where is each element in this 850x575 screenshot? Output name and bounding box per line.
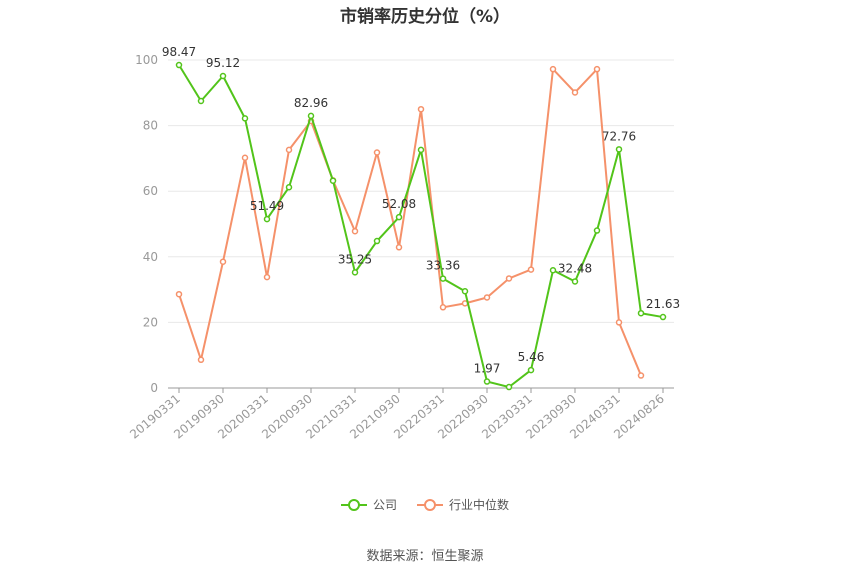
data-point-company [549,266,557,274]
data-point-industry [263,273,271,281]
data-label-company: 51.49 [250,199,284,213]
data-labels: 98.47 95.12 51.49 82.96 35.25 52.08 33.36 1.97 5… [162,45,680,376]
data-point-industry [197,356,205,364]
data-point-company [307,112,315,120]
data-point-industry [637,372,645,379]
legend-item-industry[interactable]: 行业中位数 [417,496,509,513]
legend-company-marker [340,498,367,511]
data-point-industry [483,294,491,301]
data-label-company: 5.46 [518,350,545,364]
data-point-company [219,72,227,80]
data-point-company [395,213,403,221]
legend-company-label: 公司 [372,498,397,512]
data-point-company [329,177,337,184]
data-label-company: 52.08 [382,197,416,211]
data-point-industry [549,65,557,73]
data-label-company: 35.25 [338,252,372,266]
data-label-company: 32.48 [558,261,592,275]
data-point-industry [373,149,381,156]
legend-industry-marker [417,498,443,511]
data-point-industry [219,258,227,265]
data-point-company [417,146,425,154]
data-point-company [527,366,535,374]
series-line-industry [178,68,642,376]
data-point-company [439,275,447,282]
data-point-company [263,215,271,223]
data-point-company [197,97,205,105]
y-tick-label: 0 [150,381,158,395]
data-source: 数据来源：恒生聚源 [366,549,484,564]
data-label-company: 98.47 [162,45,196,59]
series-layer [175,61,667,391]
line-chart: 0204060801002019033120190930202003312020… [127,45,680,442]
data-point-company [461,287,469,295]
data-point-company [615,146,623,153]
data-point-industry [571,89,579,96]
data-label-company: 82.96 [294,96,328,110]
legend: 公司 行业中位数 [0,496,850,513]
data-point-company [175,61,183,69]
legend-item-company[interactable]: 公司 [340,496,397,513]
data-point-industry [241,154,249,161]
data-point-company [373,237,381,245]
data-point-industry [395,244,403,251]
data-label-company: 1.97 [474,362,501,376]
data-point-industry [593,65,601,73]
data-point-company [593,227,601,234]
data-point-company [659,313,667,321]
data-point-industry [351,227,359,235]
data-label-company: 72.76 [602,129,636,143]
data-label-company: 33.36 [426,259,460,273]
data-label-company: 21.63 [646,297,680,311]
y-tick-label: 20 [143,315,158,329]
data-point-industry [439,304,447,311]
data-point-industry [175,290,183,298]
legend-industry-label: 行业中位数 [449,498,510,512]
data-label-company: 95.12 [206,56,240,70]
data-point-company [285,184,293,191]
data-point-company [505,383,513,391]
data-point-company [637,309,645,317]
data-point-industry [615,319,623,326]
y-tick-label: 100 [135,53,158,67]
data-point-company [571,278,579,285]
y-tick-label: 60 [143,184,158,198]
data-point-industry [505,275,513,282]
data-point-industry [285,146,293,154]
chart-title: 市销率历史分位（%） [339,7,511,27]
data-point-company [483,378,491,385]
data-point-company [351,269,359,276]
data-point-company [241,115,249,122]
data-point-industry [417,105,425,113]
y-tick-label: 80 [143,119,158,133]
y-tick-label: 40 [143,250,158,264]
data-point-industry [527,266,535,273]
